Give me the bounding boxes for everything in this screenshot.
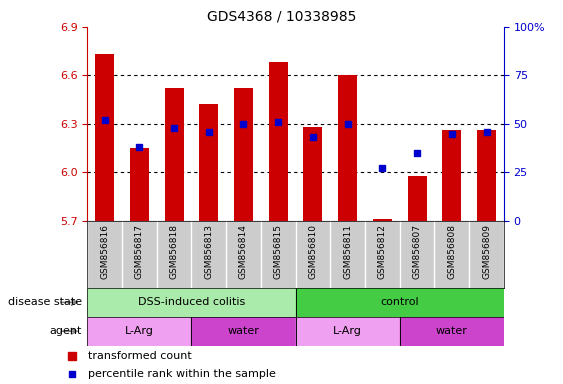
Text: GSM856818: GSM856818 bbox=[169, 224, 178, 279]
Text: GSM856816: GSM856816 bbox=[100, 224, 109, 279]
Text: transformed count: transformed count bbox=[88, 351, 192, 361]
Text: L-Arg: L-Arg bbox=[333, 326, 362, 336]
Bar bbox=[199, 104, 218, 221]
Text: percentile rank within the sample: percentile rank within the sample bbox=[88, 369, 276, 379]
Bar bbox=[443, 130, 461, 221]
Text: control: control bbox=[381, 297, 419, 308]
Bar bbox=[95, 55, 114, 221]
Bar bbox=[296, 288, 504, 317]
Bar bbox=[164, 88, 184, 221]
Text: GSM856808: GSM856808 bbox=[448, 224, 456, 279]
Text: GSM856809: GSM856809 bbox=[482, 224, 491, 279]
Bar bbox=[373, 219, 392, 221]
Text: water: water bbox=[436, 326, 468, 336]
Bar bbox=[191, 317, 296, 346]
Bar bbox=[87, 288, 296, 317]
Text: L-Arg: L-Arg bbox=[125, 326, 154, 336]
Bar bbox=[87, 288, 296, 317]
Text: GSM856814: GSM856814 bbox=[239, 224, 248, 279]
Text: GSM856813: GSM856813 bbox=[204, 224, 213, 279]
Bar bbox=[296, 288, 504, 317]
Bar bbox=[87, 317, 191, 346]
Bar bbox=[303, 127, 323, 221]
Bar bbox=[130, 148, 149, 221]
Bar bbox=[338, 75, 357, 221]
Text: GSM856815: GSM856815 bbox=[274, 224, 283, 279]
Text: disease state: disease state bbox=[7, 297, 82, 308]
Text: agent: agent bbox=[49, 326, 82, 336]
Text: GSM856817: GSM856817 bbox=[135, 224, 144, 279]
Bar bbox=[87, 317, 191, 346]
Bar bbox=[477, 130, 496, 221]
Text: GDS4368 / 10338985: GDS4368 / 10338985 bbox=[207, 10, 356, 23]
Text: GSM856810: GSM856810 bbox=[309, 224, 318, 279]
Text: DSS-induced colitis: DSS-induced colitis bbox=[138, 297, 245, 308]
Bar bbox=[296, 317, 400, 346]
Bar bbox=[269, 63, 288, 221]
Bar bbox=[234, 88, 253, 221]
Bar bbox=[191, 317, 296, 346]
Text: water: water bbox=[227, 326, 260, 336]
Bar bbox=[400, 317, 504, 346]
Bar bbox=[296, 317, 400, 346]
Bar bbox=[400, 317, 504, 346]
Text: GSM856807: GSM856807 bbox=[413, 224, 422, 279]
Bar bbox=[408, 175, 427, 221]
Text: GSM856811: GSM856811 bbox=[343, 224, 352, 279]
Text: GSM856812: GSM856812 bbox=[378, 224, 387, 279]
